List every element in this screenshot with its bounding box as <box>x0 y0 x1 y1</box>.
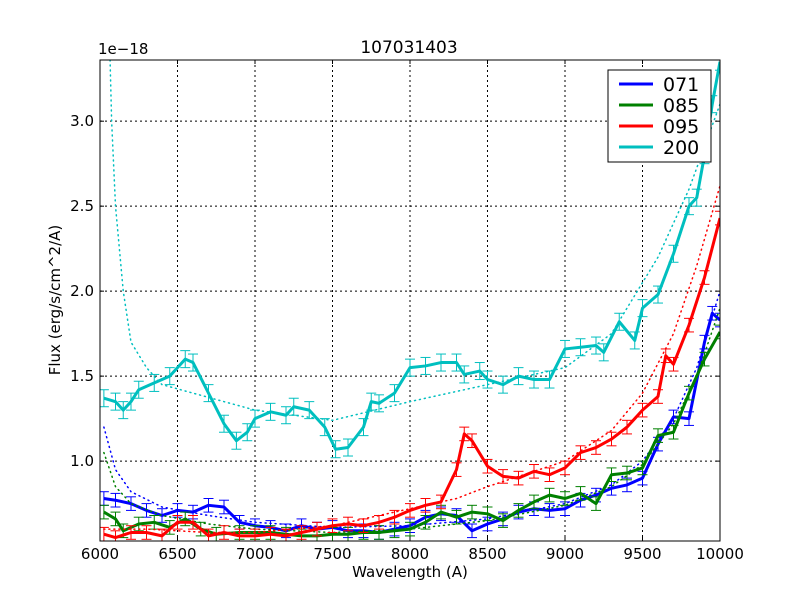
x-tick-label: 9500 <box>623 545 661 563</box>
legend-label-085: 085 <box>663 95 699 117</box>
x-tick-label: 8500 <box>468 545 506 563</box>
series-layer <box>100 60 720 541</box>
y-offset-label: 1e−18 <box>98 40 148 58</box>
x-tick-label: 6500 <box>158 545 196 563</box>
y-tick-label: 3.0 <box>70 112 94 130</box>
y-axis-label: Flux (erg/s/cm^2/A) <box>46 225 64 376</box>
model-curve-200 <box>109 60 720 422</box>
y-tick-label: 1.5 <box>70 367 94 385</box>
legend-label-095: 095 <box>663 116 699 138</box>
y-tick-label: 2.5 <box>70 197 94 215</box>
y-ticks: 1.0 1.5 2.0 2.5 3.0 <box>70 112 720 470</box>
series-200 <box>100 60 720 459</box>
x-tick-label: 10000 <box>696 545 744 563</box>
series-071 <box>100 290 720 540</box>
x-tick-label: 7000 <box>236 545 274 563</box>
series-line-095 <box>103 217 720 540</box>
legend-label-200: 200 <box>663 137 699 159</box>
model-curve-095 <box>103 185 720 534</box>
x-tick-label: 9000 <box>546 545 584 563</box>
legend-label-071: 071 <box>663 74 699 96</box>
chart-title: 107031403 <box>360 38 457 58</box>
x-tick-label: 7500 <box>313 545 351 563</box>
x-ticks: 6000 6500 7000 7500 8000 8500 9000 9500 10000 <box>81 60 744 563</box>
x-axis-label: Wavelength (A) <box>352 563 468 581</box>
x-tick-label: 6000 <box>81 545 119 563</box>
plot-frame <box>99 59 721 542</box>
series-095 <box>100 185 720 541</box>
series-line-071 <box>103 311 720 535</box>
y-tick-label: 1.0 <box>70 452 94 470</box>
series-line-200 <box>103 61 720 451</box>
x-tick-label: 8000 <box>391 545 429 563</box>
y-tick-label: 2.0 <box>70 282 94 300</box>
